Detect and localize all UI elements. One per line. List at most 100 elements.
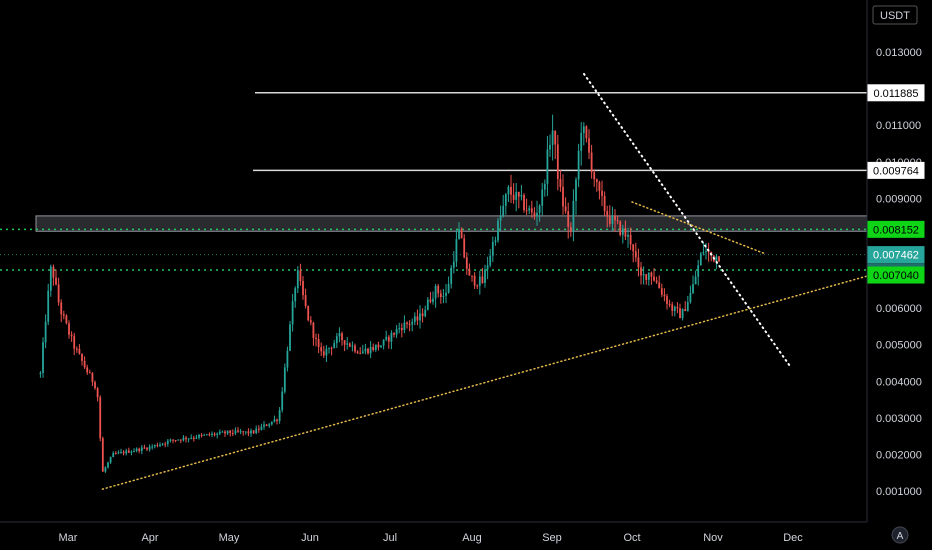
candle-body xyxy=(419,313,421,321)
candle-body xyxy=(101,438,104,472)
candle-body xyxy=(460,229,463,239)
candle-body xyxy=(663,294,666,297)
candle-body xyxy=(595,179,598,183)
candle-body xyxy=(515,191,518,200)
candle-body xyxy=(582,126,585,133)
candle-body xyxy=(372,346,375,350)
resistance-high-tag-bg xyxy=(867,84,925,102)
candle-body xyxy=(182,437,185,441)
candle-body xyxy=(551,130,554,145)
candle-body xyxy=(317,338,320,348)
candle-body xyxy=(62,314,65,316)
candle-body xyxy=(429,299,432,302)
descending-trendline[interactable] xyxy=(583,72,792,368)
candle-body xyxy=(426,299,429,310)
candle-body xyxy=(226,430,229,434)
candle-body xyxy=(520,195,523,197)
candle-body xyxy=(114,453,117,455)
candle-body xyxy=(138,448,141,451)
candle-body xyxy=(44,321,47,343)
candle-body xyxy=(185,437,187,440)
candle-body xyxy=(325,348,328,356)
candle-body xyxy=(458,229,460,240)
candle-body xyxy=(608,216,611,224)
candle-body xyxy=(484,269,486,284)
price-tick-label: 0.013000 xyxy=(876,47,922,59)
candle-body xyxy=(78,348,81,354)
candle-body xyxy=(55,277,57,285)
candle-body xyxy=(42,342,44,373)
auto-scale-button[interactable] xyxy=(891,526,909,544)
candle-body xyxy=(715,256,718,262)
time-axis[interactable]: Mar Apr May Jun Jul Aug Sep Oct Nov Dec xyxy=(59,532,804,544)
candle-body xyxy=(382,339,385,346)
candle-body xyxy=(96,388,99,398)
candle-body xyxy=(705,251,707,253)
candle-body xyxy=(250,430,252,434)
candle-body xyxy=(242,431,245,433)
candle-body xyxy=(629,234,632,245)
currency-badge[interactable] xyxy=(872,5,918,25)
candle-body xyxy=(523,195,525,211)
candle-body xyxy=(692,284,694,294)
candle-body xyxy=(364,348,367,352)
time-tick-label: Dec xyxy=(783,532,803,544)
candle-body xyxy=(455,239,458,262)
candle-body xyxy=(387,336,390,342)
candle-body xyxy=(564,206,567,212)
candle-body xyxy=(190,437,193,439)
candle-body xyxy=(642,274,645,276)
candle-body xyxy=(689,293,692,303)
candle-body xyxy=(507,186,510,195)
time-tick-label: Jun xyxy=(301,532,319,544)
candle-body xyxy=(351,345,354,347)
candle-body xyxy=(369,346,372,354)
candle-body xyxy=(590,152,593,173)
candle-body xyxy=(546,149,549,184)
candle-body xyxy=(166,440,169,444)
candle-body xyxy=(213,433,216,435)
candle-body xyxy=(161,443,164,445)
level-upper-tag-bg xyxy=(867,220,925,238)
candle-body xyxy=(268,424,271,426)
candle-body xyxy=(634,251,637,258)
candle-body xyxy=(39,372,42,374)
rising-trendline[interactable] xyxy=(101,274,872,490)
candle-body xyxy=(627,234,629,237)
time-tick-label: May xyxy=(219,532,240,544)
candle-body xyxy=(533,212,536,217)
candles-layer xyxy=(39,114,720,473)
candle-body xyxy=(525,210,528,212)
candle-body xyxy=(471,275,473,277)
candle-body xyxy=(83,360,86,368)
candle-body xyxy=(536,212,538,217)
candle-body xyxy=(666,296,668,305)
candle-body xyxy=(499,215,502,221)
candle-body xyxy=(562,186,564,207)
candle-body xyxy=(104,467,107,472)
candle-body xyxy=(94,382,96,389)
candle-body xyxy=(640,267,642,276)
candle-body xyxy=(367,348,369,354)
price-axis[interactable]: 0.0130000.0110000.0100000.0090000.006000… xyxy=(876,47,922,498)
candle-body xyxy=(707,251,710,253)
candle-body xyxy=(361,351,364,354)
candle-body xyxy=(385,336,388,340)
candle-body xyxy=(606,211,609,217)
candle-body xyxy=(572,200,575,232)
candle-body xyxy=(348,343,351,347)
price-tick-label: 0.002000 xyxy=(876,449,922,461)
candle-body xyxy=(338,333,341,337)
price-tick-label: 0.006000 xyxy=(876,303,922,315)
candle-body xyxy=(465,257,468,269)
candle-body xyxy=(393,332,395,335)
descending-resistance-trendline[interactable] xyxy=(631,201,765,254)
candle-body xyxy=(174,440,177,442)
candle-body xyxy=(218,431,221,434)
time-tick-label: Sep xyxy=(542,532,562,544)
candle-body xyxy=(390,332,393,342)
candle-body xyxy=(200,434,203,436)
candle-body xyxy=(653,276,655,281)
candle-body xyxy=(81,353,83,361)
